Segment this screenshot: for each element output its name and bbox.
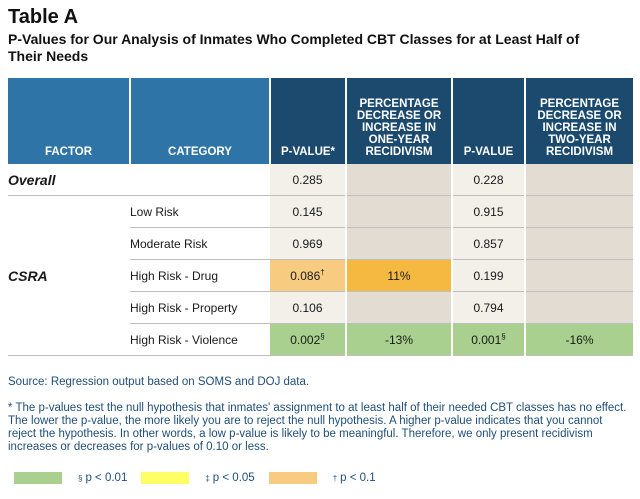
pvalue1-cell: 0.086† <box>270 259 346 292</box>
table-row: Moderate Risk 0.969 0.857 <box>8 227 633 260</box>
legend-swatch-yellow <box>141 472 190 484</box>
legend-item: § p < 0.01 <box>14 472 127 484</box>
table-subtitle: P-Values for Our Analysis of Inmates Who… <box>8 31 580 64</box>
factor-csra: CSRA <box>8 195 130 356</box>
legend-label: p < 0.1 <box>340 472 376 484</box>
pct1-cell <box>345 291 452 324</box>
pct2-cell <box>524 195 633 228</box>
pvalue1-cell: 0.145 <box>270 195 346 228</box>
pct2-cell: -16% <box>524 323 633 356</box>
pvalue1-cell: 0.002§ <box>270 323 346 356</box>
category-cell: High Risk - Drug <box>130 259 270 292</box>
source-note: Source: Regression output based on SOMS … <box>8 376 310 388</box>
table-header-row: FACTOR CATEGORY P-VALUE* PERCENTAGE DECR… <box>8 78 633 164</box>
pvalue2-cell: 0.199 <box>451 259 525 292</box>
pvalue2-cell: 0.794 <box>451 291 525 324</box>
legend-swatch-orange <box>268 472 317 484</box>
header-pvalue-two-year: P-VALUE <box>451 78 525 164</box>
pvalue2-cell: 0.001§ <box>451 323 525 356</box>
table-row: High Risk - Violence 0.002§ -13% 0.001§ … <box>8 323 633 356</box>
pct2-cell <box>524 259 633 292</box>
pvalue1-cell: 0.969 <box>270 227 346 260</box>
pct2-cell <box>524 227 633 260</box>
pvalue2-cell: 0.857 <box>451 227 525 260</box>
category-cell: High Risk - Violence <box>130 323 270 356</box>
pct1-cell <box>345 227 452 260</box>
header-pvalue-one-year: P-VALUE* <box>269 78 346 164</box>
pct2-cell <box>524 291 633 324</box>
header-pct-two-year: PERCENTAGE DECREASE OR INCREASE IN TWO-Y… <box>524 78 633 164</box>
header-factor: FACTOR <box>8 78 130 164</box>
pct1-cell <box>345 195 452 228</box>
significance-legend: § p < 0.01 ‡ p < 0.05 † p < 0.1 <box>14 470 390 486</box>
category-overall <box>130 164 270 196</box>
pct1-cell: -13% <box>345 323 452 356</box>
pvalue1-cell: 0.106 <box>270 291 346 324</box>
category-cell: Moderate Risk <box>130 227 270 260</box>
legend-label: p < 0.05 <box>212 472 255 484</box>
pct2-overall <box>524 164 633 196</box>
header-pct-one-year: PERCENTAGE DECREASE OR INCREASE IN ONE-Y… <box>345 78 452 164</box>
footnote: * The p-values test the null hypothesis … <box>8 402 627 453</box>
pvalue1-overall: 0.285 <box>270 164 346 196</box>
legend-symbol: † <box>332 473 338 483</box>
category-cell: High Risk - Property <box>130 291 270 324</box>
legend-symbol: § <box>78 473 83 483</box>
legend-label: p < 0.01 <box>85 472 128 484</box>
pvalue2-overall: 0.228 <box>451 164 525 196</box>
table-row: CSRA Low Risk 0.145 0.915 <box>8 195 633 356</box>
pct1-cell: 11% <box>345 259 452 292</box>
table-row: High Risk - Property 0.106 0.794 <box>8 291 633 324</box>
pct1-overall <box>345 164 452 196</box>
header-category: CATEGORY <box>129 78 270 164</box>
pvalue-table: FACTOR CATEGORY P-VALUE* PERCENTAGE DECR… <box>8 78 633 356</box>
legend-item: † p < 0.1 <box>268 472 376 484</box>
legend-swatch-green <box>14 472 62 484</box>
table-row: High Risk - Drug 0.086† 11% 0.199 <box>8 259 633 292</box>
table-title: Table A <box>8 6 79 28</box>
table-row-overall: Overall 0.285 0.228 <box>8 164 633 196</box>
legend-item: ‡ p < 0.05 <box>141 472 255 484</box>
legend-symbol: ‡ <box>205 473 210 483</box>
pvalue2-cell: 0.915 <box>451 195 525 228</box>
factor-overall: Overall <box>8 164 130 196</box>
category-cell: Low Risk <box>130 195 270 228</box>
